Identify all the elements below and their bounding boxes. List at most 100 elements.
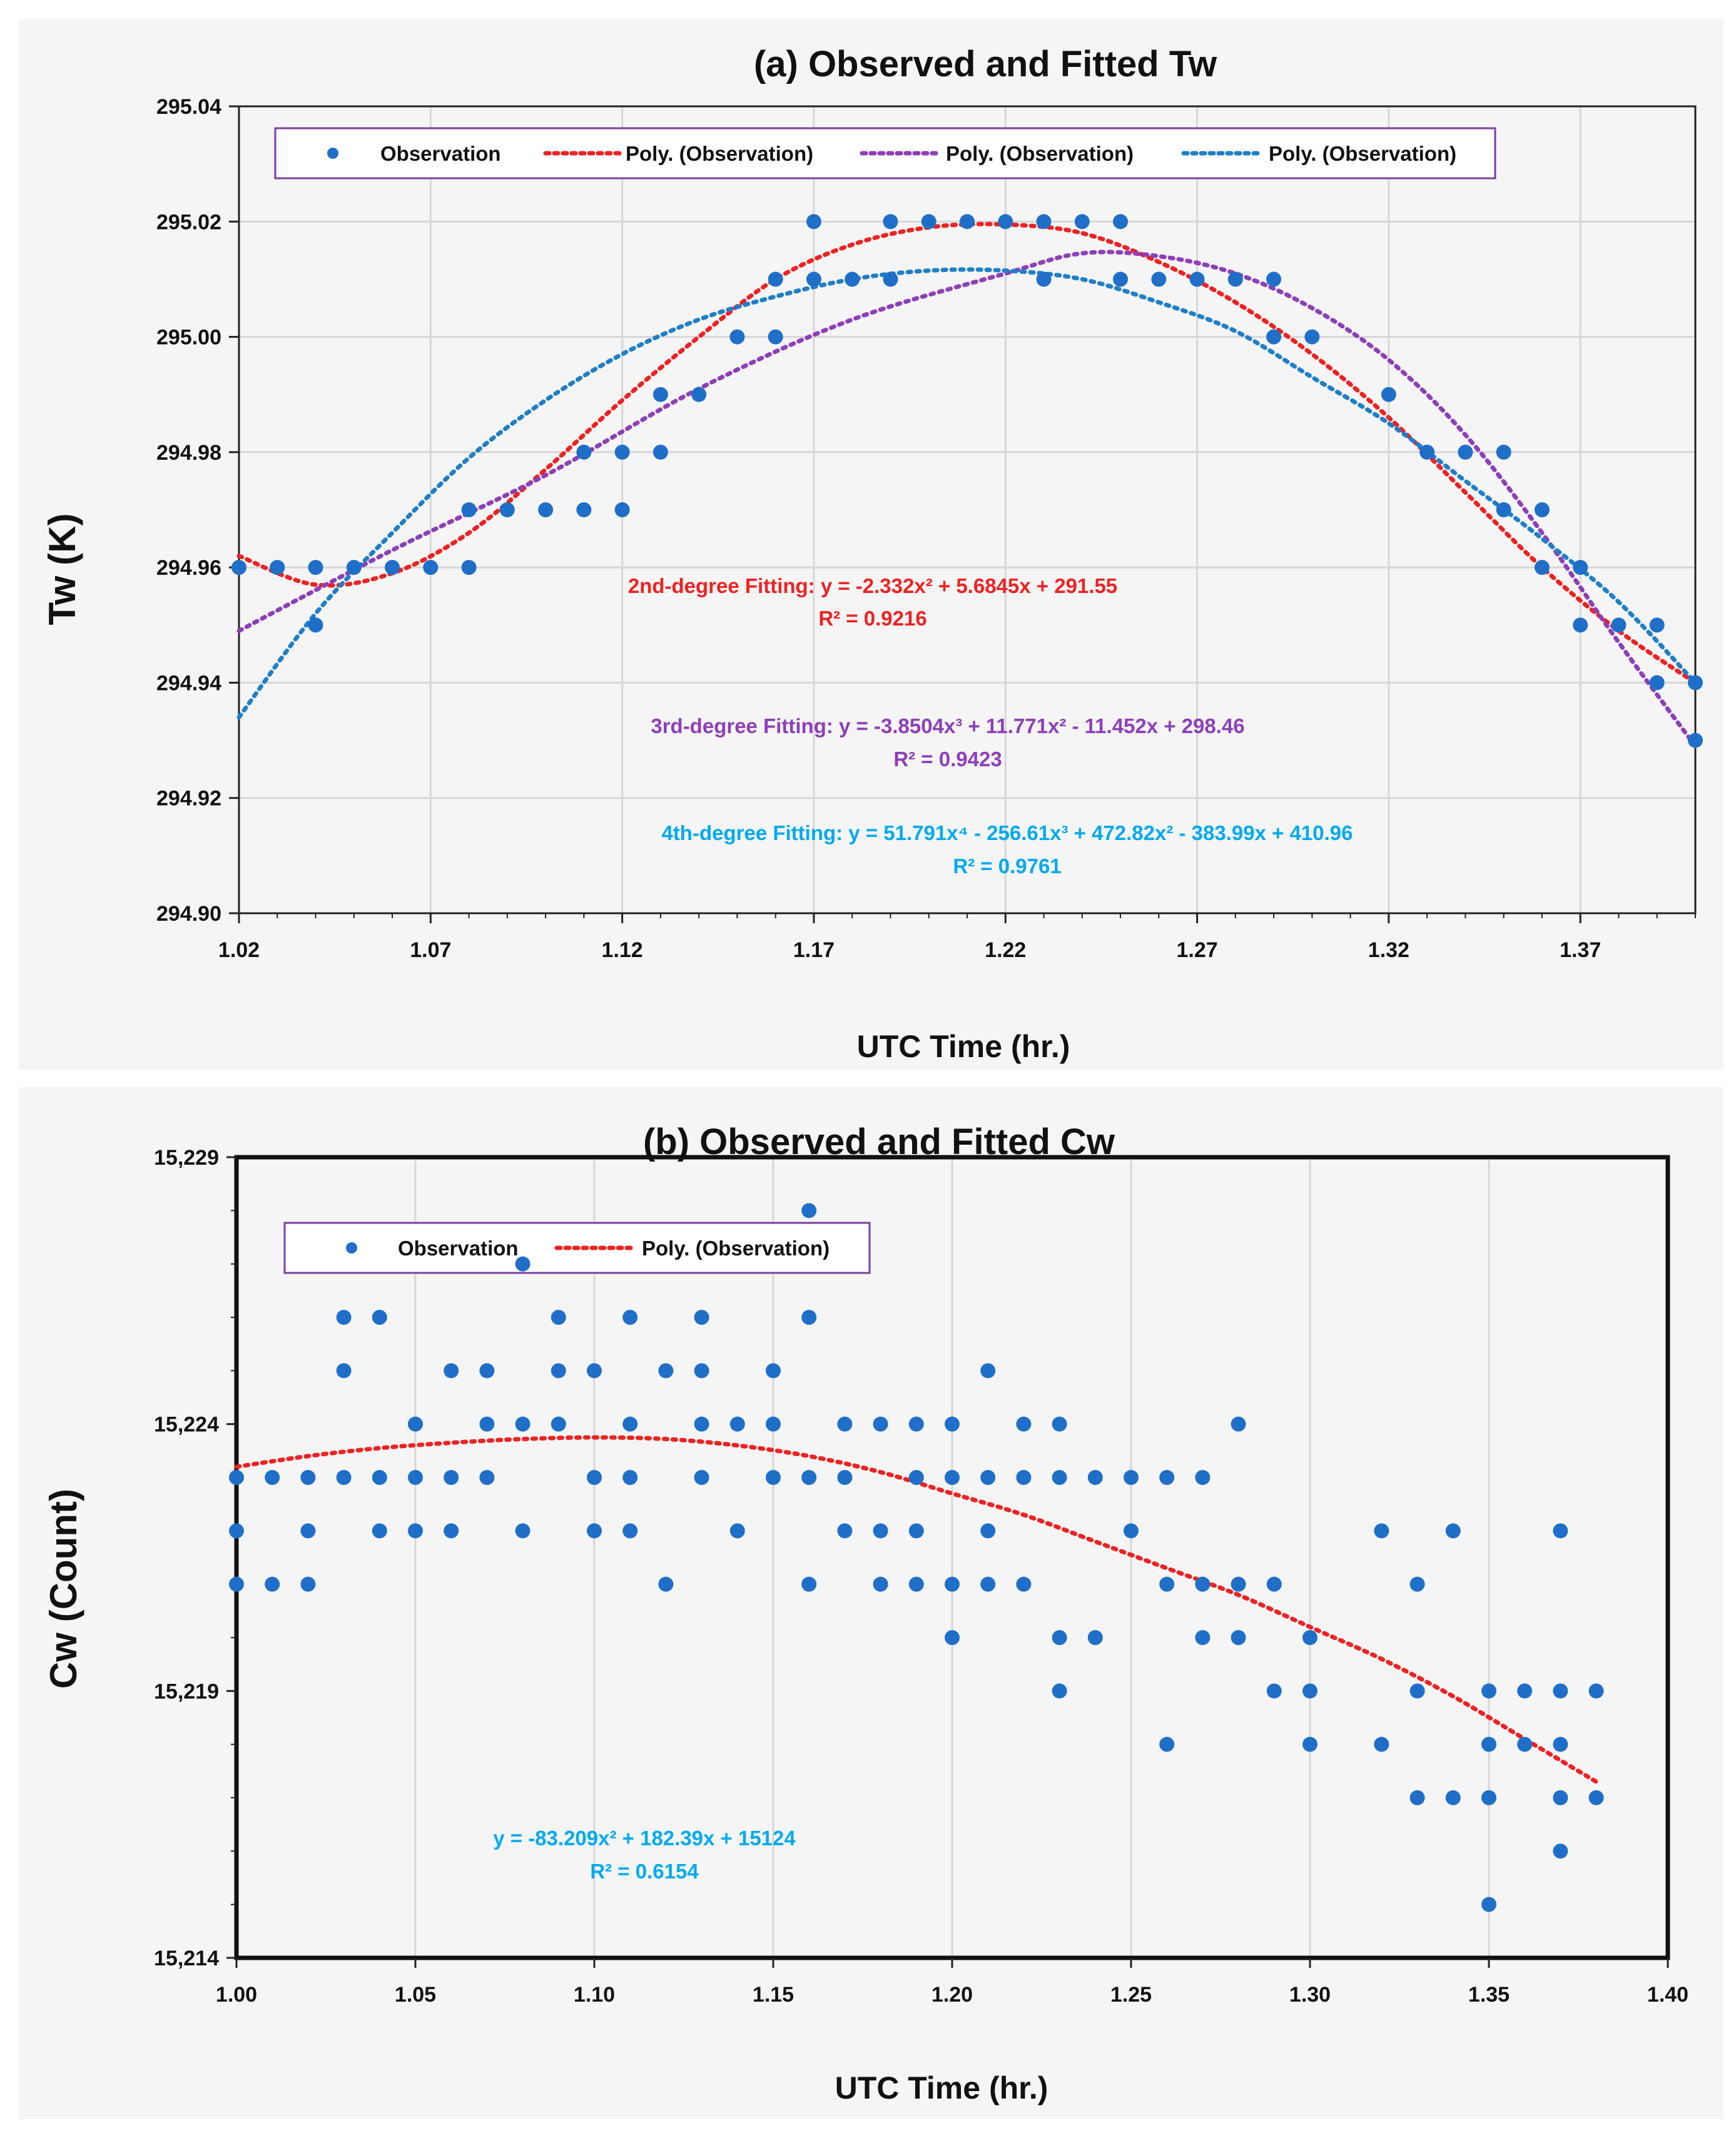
chart-b-observation-point bbox=[837, 1470, 853, 1485]
chart-a-legend-fit3-label: Poly. (Observation) bbox=[946, 142, 1134, 165]
chart-a-observation-point bbox=[461, 502, 477, 517]
chart-a-observation-point bbox=[1611, 617, 1627, 633]
chart-b-observation-point bbox=[372, 1523, 387, 1539]
chart-b-observation-point bbox=[908, 1576, 924, 1592]
chart-b-x-axis-title: UTC Time (hr.) bbox=[835, 2070, 1048, 2105]
chart-b-observation-point bbox=[1374, 1736, 1389, 1752]
chart-b-observation-point bbox=[587, 1470, 602, 1485]
chart-a-observation-point bbox=[1688, 675, 1703, 691]
chart-a-y-tick-label: 294.92 bbox=[156, 787, 221, 811]
chart-b-observation-point bbox=[694, 1416, 709, 1432]
chart-b-observation-point bbox=[1588, 1683, 1604, 1699]
chart-a-observation-point bbox=[231, 560, 246, 575]
chart-a-observation-point bbox=[806, 271, 821, 287]
chart-b-observation-point bbox=[1553, 1523, 1568, 1539]
chart-b-observation-point bbox=[873, 1576, 888, 1592]
chart-a-equation-4th-formula: 4th-degree Fitting: y = 51.791x⁴ - 256.6… bbox=[661, 821, 1353, 844]
chart-a-gridlines bbox=[239, 106, 1695, 913]
chart-a-observation-point bbox=[652, 387, 668, 402]
chart-b-observation-point bbox=[837, 1523, 853, 1539]
chart-b-observation-point bbox=[1159, 1736, 1175, 1752]
chart-b-equation: y = -83.209x² + 182.39x + 15124 R² = 0.6… bbox=[493, 1826, 796, 1883]
chart-a-equation-3rd-r2: R² = 0.9423 bbox=[893, 747, 1002, 771]
chart-b-observation-point bbox=[1302, 1736, 1317, 1752]
chart-a-y-axis-title: Tw (K) bbox=[41, 514, 83, 626]
chart-b-observation-point bbox=[372, 1310, 387, 1325]
chart-b-observation-point bbox=[980, 1576, 996, 1592]
chart-a-observation-point bbox=[308, 617, 323, 633]
chart-b-observation-point bbox=[729, 1416, 745, 1432]
chart-b-observation-point bbox=[729, 1523, 745, 1539]
chart-a-observation-point bbox=[385, 560, 400, 575]
chart-b-x-tick-label: 1.05 bbox=[395, 1983, 436, 2007]
chart-b-observation-point bbox=[336, 1310, 352, 1325]
chart-a-observation-point bbox=[270, 560, 285, 575]
chart-a-observation-point bbox=[1036, 214, 1052, 230]
chart-b-observation-point bbox=[444, 1523, 459, 1539]
chart-b-observation-point bbox=[229, 1576, 244, 1592]
chart-b-observation-point bbox=[1016, 1470, 1032, 1485]
chart-b-x-tick-label: 1.35 bbox=[1468, 1983, 1510, 2007]
chart-b-observation-point bbox=[1231, 1576, 1246, 1592]
chart-b-observation-point bbox=[300, 1523, 316, 1539]
chart-b-observation-point bbox=[1124, 1523, 1139, 1539]
chart-b-observation-point bbox=[1553, 1736, 1568, 1752]
chart-a-fit-curve-degree-4 bbox=[236, 267, 1698, 720]
chart-b-observation-point bbox=[801, 1310, 817, 1325]
chart-a-observation-point bbox=[1496, 444, 1511, 460]
chart-b-observation-point bbox=[444, 1363, 459, 1379]
chart-b-observation-point bbox=[229, 1523, 244, 1539]
chart-a-equation-2nd-r2: R² = 0.9216 bbox=[818, 607, 926, 630]
chart-b-observation-point bbox=[1159, 1576, 1175, 1592]
chart-b-observation-point bbox=[479, 1416, 495, 1432]
chart-b-observation-point bbox=[300, 1576, 316, 1592]
chart-b-observation-point bbox=[622, 1416, 638, 1432]
chart-b-observation-point bbox=[1195, 1470, 1211, 1485]
chart-b-observation-point bbox=[945, 1630, 960, 1645]
chart-b-observation-point bbox=[479, 1470, 495, 1485]
chart-a-x-tick-label: 1.12 bbox=[602, 938, 643, 962]
chart-b-observation-point bbox=[1302, 1683, 1317, 1699]
chart-b-observation-point bbox=[408, 1470, 423, 1485]
chart-b-y-tick-label: 15,229 bbox=[154, 1146, 219, 1170]
chart-b-observation-point bbox=[1481, 1897, 1496, 1912]
chart-b-y-tick-label: 15,214 bbox=[154, 1947, 219, 1970]
chart-b-observation-point bbox=[587, 1523, 602, 1539]
chart-b-fit-curves bbox=[234, 1435, 1599, 1784]
chart-b-x-tick-label: 1.20 bbox=[931, 1983, 973, 2007]
chart-b-observation-point bbox=[1052, 1416, 1067, 1432]
chart-a-observation-point bbox=[1419, 444, 1435, 460]
chart-b-observation-point bbox=[1052, 1470, 1067, 1485]
chart-b-y-tick-label: 15,219 bbox=[154, 1680, 219, 1703]
chart-a-equation-4th-r2: R² = 0.9761 bbox=[953, 854, 1061, 878]
chart-b-observation-point bbox=[873, 1523, 888, 1539]
chart-b-y-tick-label: 15,224 bbox=[154, 1413, 219, 1437]
chart-a-x-ticks: 1.02 1.07 1.12 1.17 1.22 1.27 1.32 1.37 bbox=[218, 913, 1696, 962]
chart-b-observation-point bbox=[336, 1470, 352, 1485]
chart-a-observation-point bbox=[461, 560, 477, 575]
chart-b-observation-point bbox=[1445, 1790, 1461, 1805]
chart-a-x-tick-label: 1.17 bbox=[793, 938, 835, 962]
chart-b-observation-point bbox=[945, 1470, 960, 1485]
chart-b-x-tick-label: 1.15 bbox=[753, 1983, 794, 2007]
chart-b-legend-fit-label: Poly. (Observation) bbox=[642, 1237, 830, 1260]
chart-a-observation-point bbox=[806, 214, 821, 230]
chart-b-observation-point bbox=[1266, 1683, 1282, 1699]
chart-b-x-ticks: 1.00 1.05 1.10 1.15 1.20 1.25 1.30 1.35 1.40 bbox=[216, 1958, 1688, 2007]
chart-b-legend: Observation Poly. (Observation) bbox=[283, 1222, 871, 1274]
chart-b: 15,214 15,219 15,224 15,229 1.00 1.05 1.10 1.1… bbox=[43, 1122, 1688, 2105]
chart-a-x-tick-label: 1.07 bbox=[410, 938, 451, 962]
chart-b-observation-point bbox=[980, 1523, 996, 1539]
chart-a-observation-point bbox=[1227, 271, 1243, 287]
chart-b-legend-observation-marker bbox=[346, 1242, 357, 1254]
chart-a-x-tick-label: 1.22 bbox=[985, 938, 1026, 962]
chart-b-observation-point bbox=[980, 1470, 996, 1485]
chart-b-observation-point bbox=[801, 1576, 817, 1592]
chart-a-observation-point bbox=[845, 271, 860, 287]
chart-b-observation-point bbox=[1302, 1630, 1317, 1645]
chart-b-observation-point bbox=[1195, 1576, 1211, 1592]
chart-b-observation-point bbox=[694, 1310, 709, 1325]
chart-b-observation-point bbox=[1553, 1683, 1568, 1699]
chart-a-observation-point bbox=[1649, 675, 1665, 691]
chart-b-observation-point bbox=[372, 1470, 387, 1485]
